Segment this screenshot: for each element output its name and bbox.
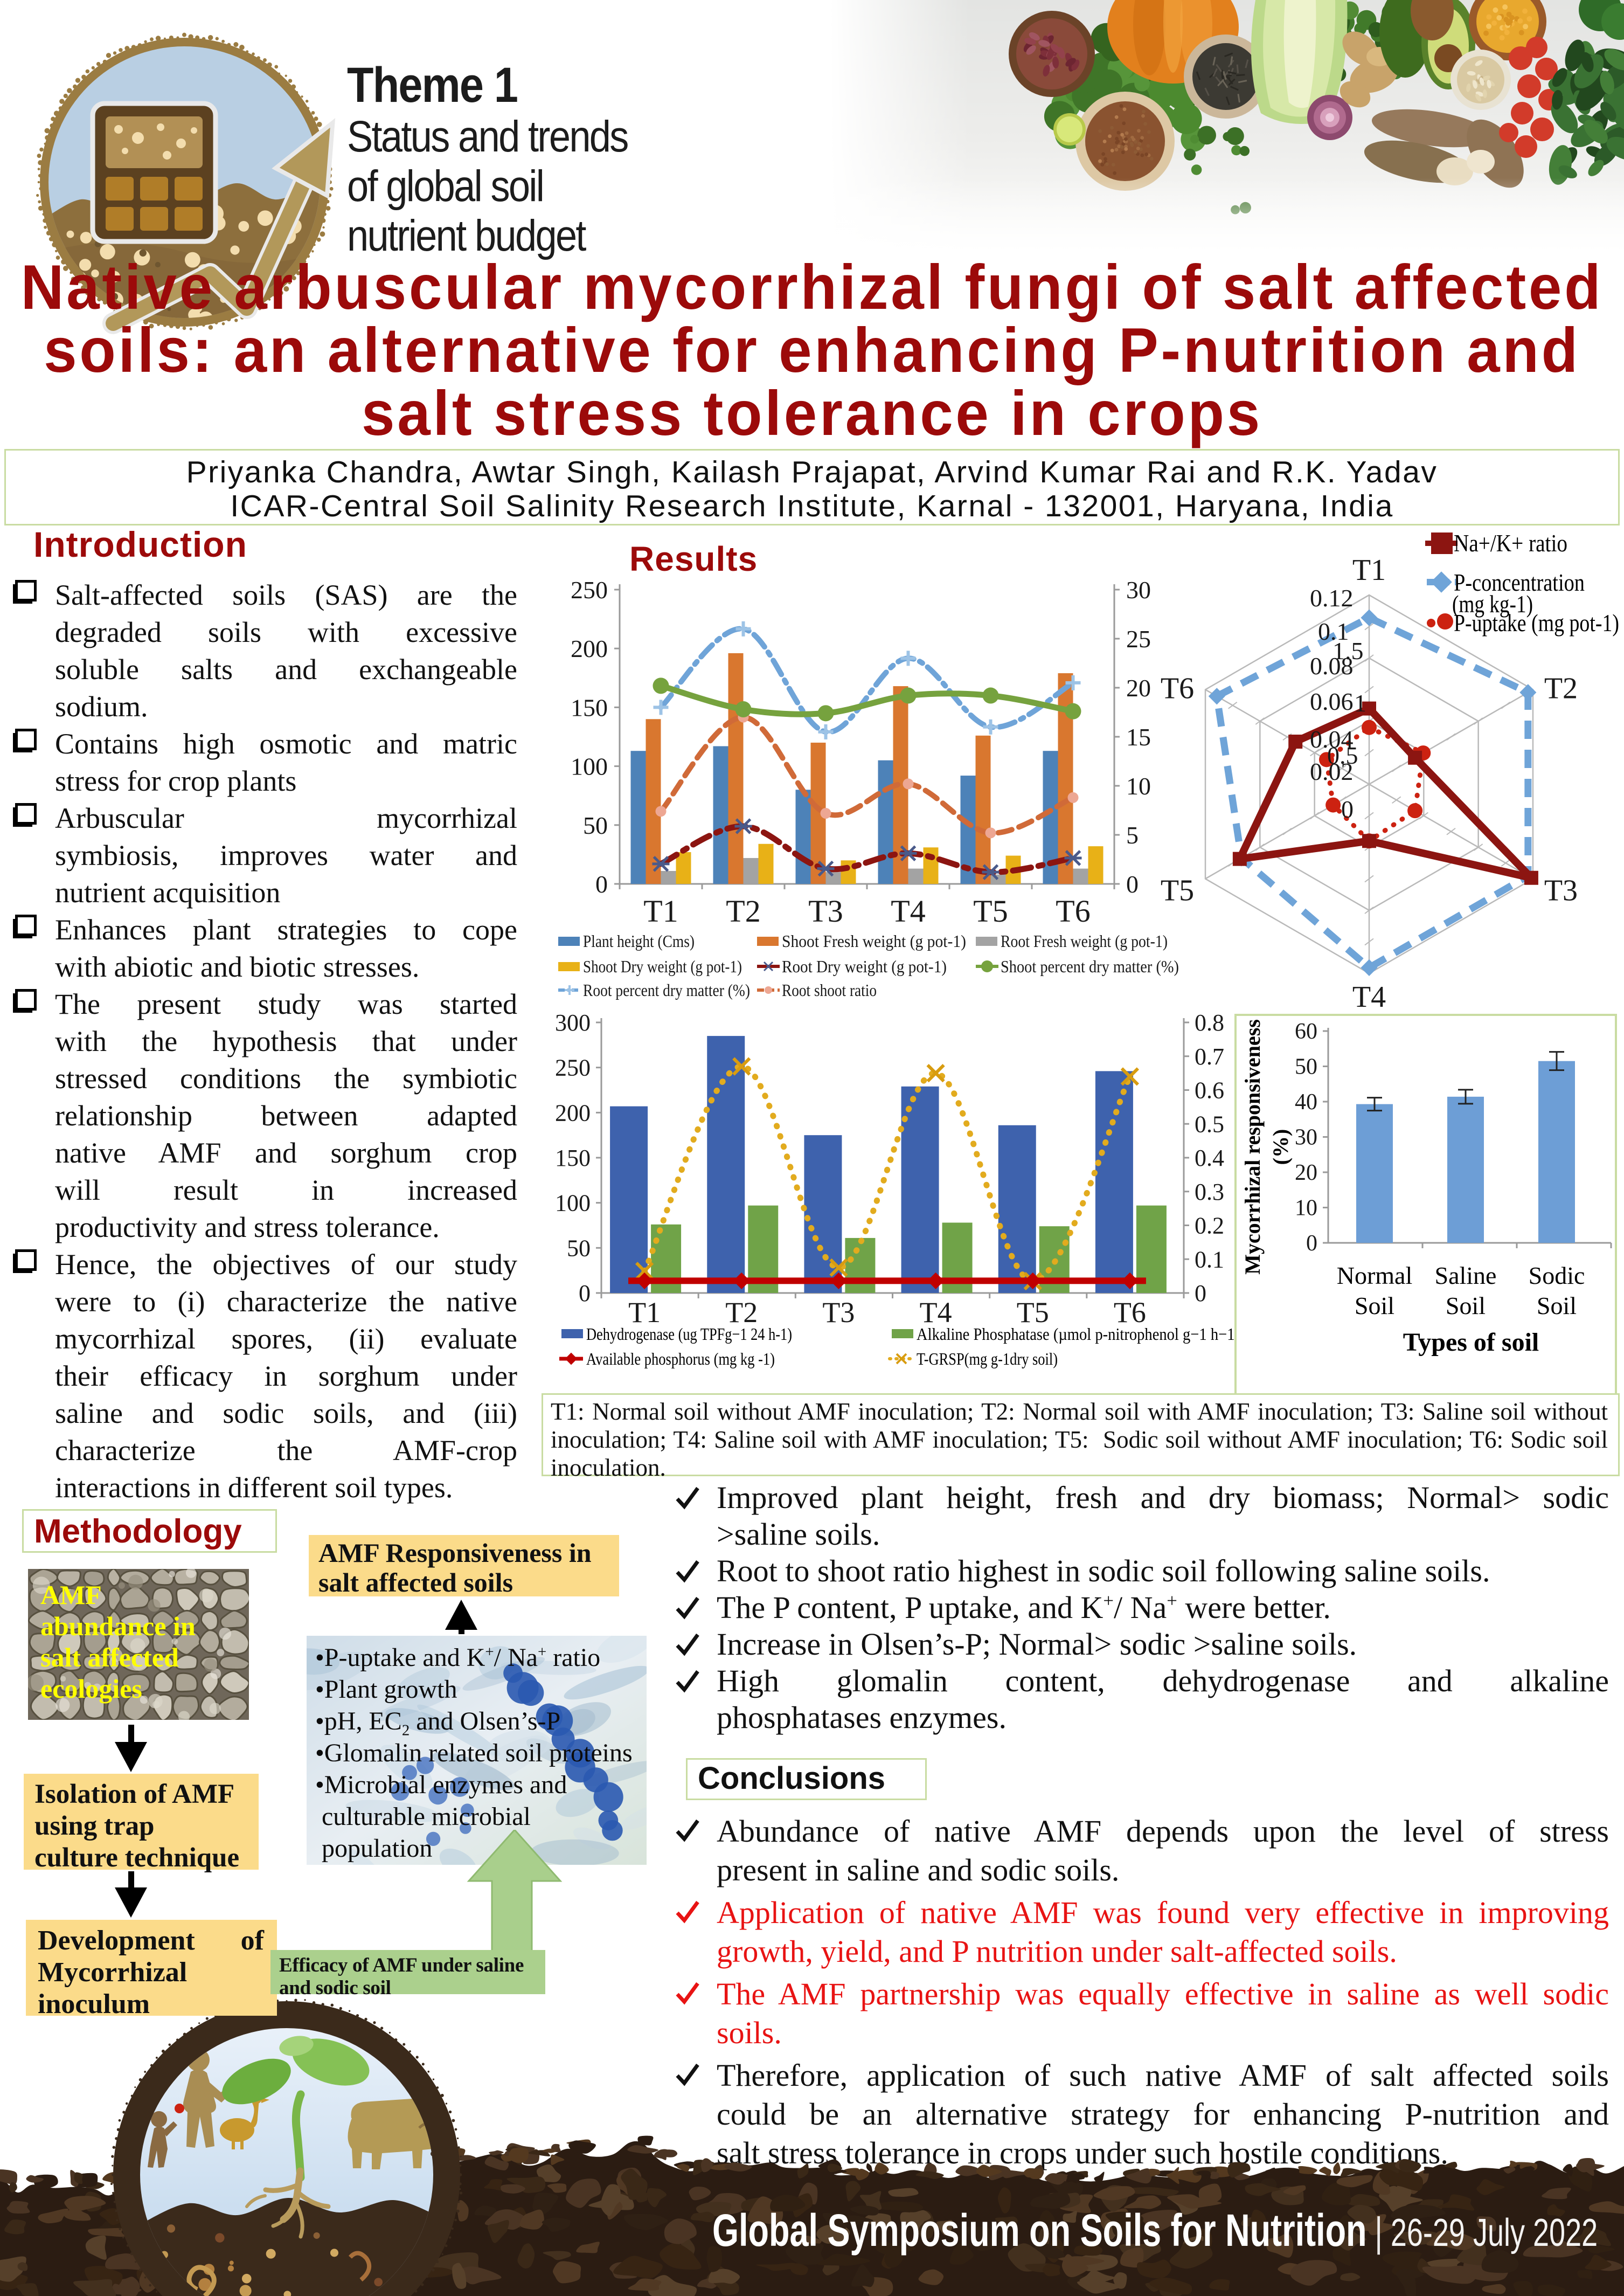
svg-text:0.7: 0.7 [1195,1043,1224,1070]
svg-text:60: 60 [1295,1019,1317,1044]
svg-text:10: 10 [1295,1196,1317,1221]
svg-text:Available phosphorus (mg kg -1: Available phosphorus (mg kg -1) [586,1349,775,1368]
svg-text:0: 0 [1341,796,1354,823]
svg-text:T-GRSP(mg g-1dry soil): T-GRSP(mg g-1dry soil) [917,1349,1058,1368]
svg-text:50: 50 [583,812,608,839]
svg-text:T5: T5 [1161,874,1194,908]
svg-text:T6: T6 [1161,672,1194,706]
svg-text:Dehydrogenase (ug TPFg−1 24 h-: Dehydrogenase (ug TPFg−1 24 h-1) [586,1324,792,1344]
svg-text:100: 100 [571,753,608,780]
svg-text:20: 20 [1295,1160,1317,1185]
svg-text:P-concentration: P-concentration [1454,569,1585,596]
svg-text:T3: T3 [808,894,843,929]
svg-text:1: 1 [1354,689,1366,717]
svg-text:Soil: Soil [1446,1292,1486,1319]
svg-text:T3: T3 [1544,874,1578,908]
svg-text:50: 50 [567,1235,591,1261]
svg-text:T1: T1 [643,894,678,929]
svg-text:Root percent dry matter (%): Root percent dry matter (%) [583,980,750,1000]
svg-text:Root shoot ratio: Root shoot ratio [782,980,877,1000]
svg-text:10: 10 [1126,772,1151,800]
svg-text:Root Fresh weight (g pot-1): Root Fresh weight (g pot-1) [1001,931,1168,951]
svg-text:200: 200 [555,1099,591,1126]
svg-text:250: 250 [571,576,608,604]
svg-text:Na+/K+ ratio: Na+/K+ ratio [1454,530,1567,557]
svg-text:0: 0 [579,1280,591,1306]
svg-text:T4: T4 [1352,980,1386,1014]
svg-text:Mycorrhizal responsiveness: Mycorrhizal responsiveness [1240,1019,1265,1275]
svg-text:T1: T1 [628,1296,661,1329]
svg-text:0.8: 0.8 [1195,1009,1224,1036]
svg-text:T4: T4 [920,1296,952,1329]
svg-text:Alkaline Phosphatase (µmol p-n: Alkaline Phosphatase (µmol p-nitrophenol… [917,1324,1240,1344]
svg-text:5: 5 [1126,821,1139,849]
svg-text:T4: T4 [891,894,925,929]
svg-text:40: 40 [1295,1090,1317,1115]
svg-text:0.1: 0.1 [1318,618,1349,645]
svg-text:T6: T6 [1056,894,1090,929]
svg-text:T1: T1 [1352,554,1386,587]
svg-text:150: 150 [571,694,608,721]
svg-text:Plant height (Cms): Plant height (Cms) [583,931,695,951]
svg-text:0.08: 0.08 [1310,652,1354,680]
svg-text:Soil: Soil [1537,1292,1577,1319]
svg-text:0: 0 [1306,1231,1317,1256]
svg-text:0.1: 0.1 [1195,1246,1224,1273]
svg-text:1.5: 1.5 [1332,637,1364,665]
svg-text:0.5: 0.5 [1195,1111,1224,1137]
svg-text:30: 30 [1295,1125,1317,1150]
svg-text:Shoot Dry weight (g pot-1): Shoot Dry weight (g pot-1) [583,957,742,976]
svg-text:T2: T2 [726,894,760,929]
svg-text:Normal: Normal [1337,1262,1413,1289]
svg-text:T5: T5 [1017,1296,1049,1329]
svg-text:250: 250 [555,1055,591,1081]
svg-text:T6: T6 [1114,1296,1146,1329]
svg-text:0.12: 0.12 [1310,584,1354,612]
svg-text:0.3: 0.3 [1195,1179,1224,1205]
svg-text:0.2: 0.2 [1195,1213,1224,1239]
svg-text:0.06: 0.06 [1310,688,1354,715]
svg-text:P-uptake (mg pot-1): P-uptake (mg pot-1) [1454,610,1619,637]
svg-text:0: 0 [1126,870,1139,898]
svg-text:0.5: 0.5 [1327,742,1358,769]
svg-text:Saline: Saline [1435,1262,1497,1289]
svg-text:(mg kg-1): (mg kg-1) [1452,591,1533,618]
svg-text:30: 30 [1126,576,1151,604]
svg-text:50: 50 [1295,1055,1317,1080]
svg-text:T3: T3 [822,1296,855,1329]
svg-text:0: 0 [1195,1280,1206,1306]
svg-text:Root Dry weight (g pot-1): Root Dry weight (g pot-1) [782,957,947,976]
svg-text:0.04: 0.04 [1310,725,1354,753]
svg-text:Sodic: Sodic [1529,1262,1585,1289]
svg-text:300: 300 [555,1009,591,1036]
svg-text:20: 20 [1126,674,1151,702]
svg-text:200: 200 [571,635,608,662]
svg-text:Soil: Soil [1355,1292,1394,1319]
svg-text:T2: T2 [725,1296,758,1329]
svg-text:100: 100 [555,1190,591,1216]
svg-text:0.6: 0.6 [1195,1077,1224,1104]
svg-text:Shoot Fresh weight (g pot-1): Shoot Fresh weight (g pot-1) [782,931,966,951]
svg-text:15: 15 [1126,723,1151,751]
svg-text:150: 150 [555,1145,591,1171]
svg-text:0.4: 0.4 [1195,1145,1224,1171]
svg-text:25: 25 [1126,625,1151,653]
svg-text:0: 0 [595,870,608,898]
svg-text:Shoot percent dry matter (%): Shoot percent dry matter (%) [1001,957,1179,976]
svg-text:T5: T5 [973,894,1008,929]
svg-text:0.02: 0.02 [1310,758,1354,785]
svg-text:Types of soil: Types of soil [1403,1328,1539,1357]
svg-text:T2: T2 [1544,672,1578,706]
svg-text:(%): (%) [1268,1129,1293,1165]
